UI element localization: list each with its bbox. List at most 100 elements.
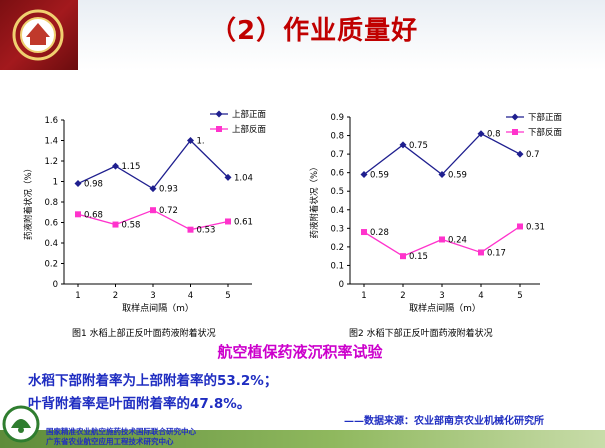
data-label: 0.58 xyxy=(122,221,141,231)
data-label: 0.68 xyxy=(84,210,103,220)
y-tick-label: 0.8 xyxy=(44,198,58,208)
x-tick-label: 4 xyxy=(478,291,483,301)
finding-back-vs-front: 叶背附着率是叶面附着率的47.8%。 xyxy=(28,396,251,412)
data-label: 0.61 xyxy=(234,217,253,227)
y-tick-label: 0 xyxy=(339,280,344,290)
y-axis-label: 药液附着状况（%） xyxy=(23,164,34,240)
data-point-square xyxy=(225,218,231,225)
data-label: 0.28 xyxy=(370,228,389,238)
x-tick-label: 1 xyxy=(75,291,80,301)
data-label: 1.15 xyxy=(122,162,141,172)
data-point-diamond xyxy=(438,171,446,179)
legend-marker-square xyxy=(512,129,518,135)
chart-upper-leaf-deposition: 0 0.2 0.4 0.6 0.8 1 1.2 1.4 1.6 1 2 3 4 5 取样点间隔（m） 药液附着… xyxy=(0,95,300,315)
footer-org-line-2: 广东省农业航空应用工程技术研究中心 xyxy=(46,437,174,446)
series-line-front xyxy=(363,132,521,176)
y-tick-label: 1.6 xyxy=(44,116,58,126)
data-label: 0.24 xyxy=(448,235,467,245)
y-tick-label: 0.6 xyxy=(330,169,344,179)
x-tick-label: 3 xyxy=(439,291,444,301)
y-axis-label: 药液附着状况（%） xyxy=(309,162,320,238)
data-point-diamond xyxy=(149,185,157,193)
chart-1-svg: 0 0.2 0.4 0.6 0.8 1 1.2 1.4 1.6 1 2 3 4 5 取样点间隔（m） 药液附着… xyxy=(23,109,267,314)
legend-label: 下部反面 xyxy=(528,127,563,138)
x-tick-label: 2 xyxy=(400,291,405,301)
institution-logo xyxy=(0,0,78,70)
data-point-square xyxy=(112,221,119,228)
data-label: 0.7 xyxy=(526,150,540,160)
data-label: 0.59 xyxy=(370,171,389,181)
x-axis-label: 取样点间隔（m） xyxy=(409,302,481,314)
data-point-diamond xyxy=(187,137,194,144)
y-tick-label: 0.6 xyxy=(44,219,58,229)
data-label: 0.8 xyxy=(487,130,501,140)
legend-marker-diamond xyxy=(511,113,519,121)
data-label: 0.59 xyxy=(448,171,467,181)
y-tick-label: 0.4 xyxy=(330,206,344,216)
data-point-square xyxy=(75,211,81,218)
x-tick-label: 2 xyxy=(113,291,118,301)
y-tick-label: 0.5 xyxy=(330,187,344,197)
data-label: 1.04 xyxy=(234,173,253,183)
page-title: （2）作业质量好 xyxy=(210,16,419,46)
x-tick-label: 1 xyxy=(361,291,366,301)
legend-label: 下部正面 xyxy=(528,112,563,123)
y-tick-label: 0.2 xyxy=(330,243,344,253)
chart-lower-leaf-deposition: 0 0.1 0.2 0.3 0.4 0.5 0.6 0.7 0.8 0.9 1 2 3 4 5 取样点间隔（m… xyxy=(300,95,605,315)
data-label: 0.75 xyxy=(409,141,428,151)
data-label: 1. xyxy=(197,137,205,147)
y-tick-label: 0 xyxy=(53,280,58,290)
data-label: 0.72 xyxy=(159,206,178,216)
y-tick-label: 0.7 xyxy=(330,150,344,160)
data-point-square xyxy=(150,207,156,214)
data-label: 0.53 xyxy=(197,226,216,236)
y-tick-label: 0.8 xyxy=(330,132,344,142)
data-point-diamond xyxy=(74,180,82,188)
data-label: 0.15 xyxy=(409,252,428,262)
data-point-square xyxy=(361,229,367,236)
x-tick-label: 4 xyxy=(188,291,193,301)
x-tick-label: 5 xyxy=(225,291,230,301)
data-label: 0.17 xyxy=(487,248,506,258)
chart-2-caption: 图2 水稻下部正反叶面药液附着状况 xyxy=(349,329,493,339)
data-label: 0.31 xyxy=(526,222,545,232)
y-tick-label: 1.2 xyxy=(44,157,58,167)
finding-lower-vs-upper: 水稻下部附着率为上部附着率的53.2%； xyxy=(28,373,278,389)
y-tick-label: 0.2 xyxy=(44,260,58,270)
data-point-diamond xyxy=(477,130,485,138)
data-point-square xyxy=(517,223,523,230)
x-tick-label: 3 xyxy=(150,291,155,301)
data-point-diamond xyxy=(360,171,368,179)
data-point-diamond xyxy=(516,150,524,158)
legend-label: 上部反面 xyxy=(232,124,267,135)
y-tick-label: 1.4 xyxy=(44,137,58,147)
experiment-subtitle: 航空植保药液沉积率试验 xyxy=(217,343,383,361)
chart-1-caption: 图1 水稻上部正反叶面药液附着状况 xyxy=(72,329,216,339)
data-source: ——数据来源：农业部南京农业机械化研究所 xyxy=(344,416,544,427)
legend-label: 上部正面 xyxy=(232,109,267,120)
footer-logo xyxy=(0,400,42,448)
footer-org-line-1: 国家精准农业航空施药技术国际联合研究中心 xyxy=(46,427,196,436)
footer-bar xyxy=(0,430,605,448)
y-tick-label: 0.1 xyxy=(330,261,344,271)
data-point-diamond xyxy=(399,141,407,149)
data-label: 0.93 xyxy=(159,185,178,195)
data-point-square xyxy=(187,226,194,233)
y-tick-label: 1 xyxy=(53,178,58,188)
chart-2-svg: 0 0.1 0.2 0.3 0.4 0.5 0.6 0.7 0.8 0.9 1 2 3 4 5 取样点间隔（m… xyxy=(309,112,563,314)
y-tick-label: 0.9 xyxy=(330,113,344,123)
y-tick-label: 0.4 xyxy=(44,239,58,249)
y-tick-label: 0.3 xyxy=(330,224,344,234)
x-axis-label: 取样点间隔（m） xyxy=(122,302,194,314)
data-label: 0.98 xyxy=(84,180,103,190)
footer-emblem-icon xyxy=(2,405,40,443)
data-point-square xyxy=(400,253,406,260)
legend-marker-diamond xyxy=(215,110,223,118)
emblem-icon xyxy=(12,9,64,61)
legend-marker-square xyxy=(216,126,222,132)
header-band xyxy=(0,0,605,70)
data-point-diamond xyxy=(224,173,232,181)
data-point-diamond xyxy=(112,162,119,170)
data-point-square xyxy=(439,236,445,243)
x-tick-label: 5 xyxy=(517,291,522,301)
